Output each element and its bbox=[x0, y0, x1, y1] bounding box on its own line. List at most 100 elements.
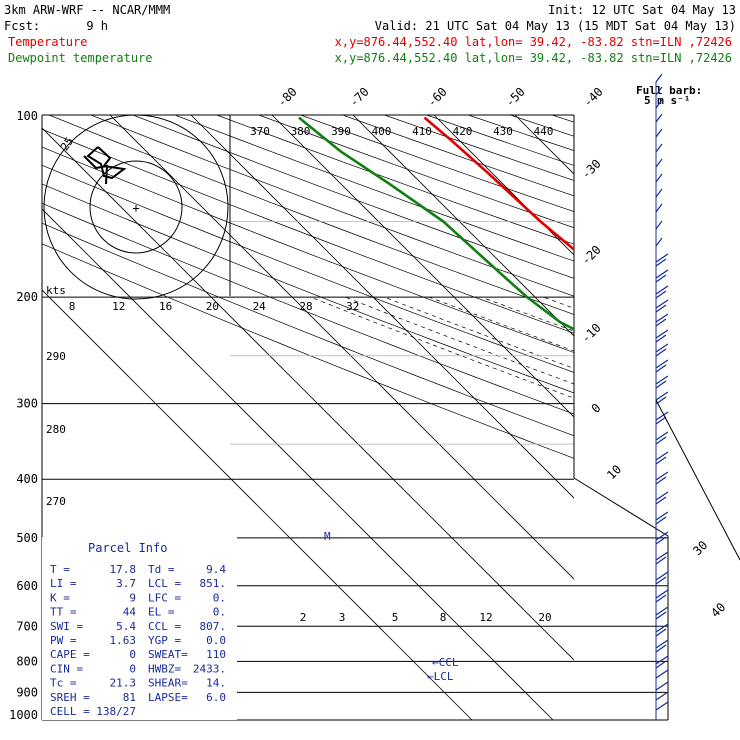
theta-label: 380 bbox=[291, 125, 311, 138]
dry-adiabat bbox=[42, 202, 574, 415]
wind-barb-flag bbox=[655, 611, 667, 620]
theta-label: 370 bbox=[250, 125, 270, 138]
parcel-field-value: 0.0 bbox=[206, 634, 226, 647]
pressure-label: 300 bbox=[16, 397, 38, 411]
parcel-field-value: 138/27 bbox=[96, 705, 136, 718]
isotherm-label: -80 bbox=[275, 85, 300, 110]
isotherm-label: -70 bbox=[347, 85, 372, 110]
wind-barb-flag bbox=[655, 516, 667, 525]
parcel-field-label: LCL = bbox=[148, 577, 181, 590]
wind-barb-flag bbox=[655, 258, 667, 267]
wind-barb-flag bbox=[655, 660, 667, 669]
wind-barb bbox=[655, 269, 669, 279]
forecast-label: Fcst: bbox=[4, 19, 40, 33]
wind-barb bbox=[655, 655, 669, 665]
dry-adiabat bbox=[510, 115, 574, 137]
valid-time: Valid: 21 UTC Sat 04 May 13 (15 MDT Sat … bbox=[375, 19, 736, 33]
parcel-field-label: CIN = bbox=[50, 662, 83, 675]
mark-annotation: M bbox=[324, 530, 331, 543]
parcel-field-label: CCL = bbox=[148, 620, 181, 633]
isotherm-line bbox=[433, 115, 574, 256]
stability-tick: 8 bbox=[69, 300, 76, 313]
pressure-label: 700 bbox=[16, 619, 38, 633]
moist-adiabat bbox=[706, 297, 740, 720]
parcel-info-title: Parcel Info bbox=[88, 541, 167, 555]
wind-barb bbox=[655, 411, 669, 421]
parcel-field-label: K = bbox=[50, 591, 70, 604]
stability-tick: 12 bbox=[112, 300, 125, 313]
parcel-field-value: 21.3 bbox=[110, 677, 137, 690]
wind-barb bbox=[655, 669, 669, 679]
parcel-field-value: 0 bbox=[129, 648, 136, 661]
parcel-field-value: 44 bbox=[123, 606, 137, 619]
wind-barb-flag bbox=[655, 274, 667, 283]
mixing-ratio-label: 5 bbox=[392, 611, 399, 624]
theta-label: 420 bbox=[453, 125, 473, 138]
stability-tick: 16 bbox=[159, 300, 172, 313]
dry-adiabat bbox=[42, 222, 574, 437]
isotherm-label: -20 bbox=[579, 243, 604, 268]
dry-adiabat bbox=[636, 115, 740, 733]
isotherm-line bbox=[42, 127, 574, 661]
dewpoint-profile bbox=[298, 116, 574, 331]
mixing-ratio-label: 8 bbox=[440, 611, 447, 624]
parcel-field-label: LI = bbox=[50, 577, 77, 590]
wind-barb bbox=[655, 681, 669, 691]
parcel-field-value: 9.4 bbox=[206, 563, 226, 576]
isotherm-line bbox=[42, 289, 473, 720]
wind-barb bbox=[655, 113, 663, 123]
ccl-annotation: ←CCL bbox=[432, 656, 459, 669]
moist-adiabat bbox=[310, 296, 574, 399]
wind-barb bbox=[655, 143, 663, 153]
wind-barb bbox=[655, 531, 669, 541]
isotherm-label: -10 bbox=[579, 321, 604, 346]
pressure-label: 200 bbox=[16, 290, 38, 304]
wind-barb-flag bbox=[655, 644, 667, 653]
pressure-label: 1000 bbox=[9, 708, 38, 722]
wind-barb bbox=[655, 491, 669, 501]
wind-barb bbox=[655, 471, 669, 481]
wind-barb-flag bbox=[655, 476, 667, 485]
parcel-field-value: 14. bbox=[206, 677, 226, 690]
wind-panel-title: Full barb: bbox=[636, 84, 702, 97]
parcel-info-panel: Parcel Info T = 17.8 Td = 9.4 LI = 3.7 LCL = 851… bbox=[42, 537, 237, 720]
wind-barb-flag bbox=[655, 290, 667, 299]
isotherm-line bbox=[109, 115, 574, 580]
parcel-field-label: T = bbox=[50, 563, 70, 576]
theta-label: 410 bbox=[412, 125, 432, 138]
hodograph: +25 bbox=[43, 114, 229, 300]
isotherm-label: -60 bbox=[425, 85, 450, 110]
wind-barb bbox=[655, 359, 669, 369]
temperature-profile bbox=[423, 116, 574, 252]
wind-barb bbox=[655, 606, 669, 616]
dry-adiabat bbox=[216, 115, 574, 245]
wind-barb bbox=[655, 285, 669, 295]
parcel-field-label: PW = bbox=[50, 634, 77, 647]
isotherm-line bbox=[42, 208, 554, 720]
parcel-field-label: TT = bbox=[50, 606, 77, 619]
wind-barb-flag bbox=[655, 318, 667, 327]
parcel-field-value: 2433. bbox=[193, 662, 226, 675]
dry-adiabat bbox=[174, 115, 574, 262]
parcel-field-label: LFC = bbox=[148, 591, 181, 604]
pressure-label: 500 bbox=[16, 531, 38, 545]
parcel-field-label: Tc = bbox=[50, 677, 77, 690]
stability-tick: 20 bbox=[206, 300, 219, 313]
wind-barb bbox=[655, 639, 669, 649]
profiles bbox=[298, 116, 574, 331]
parcel-field-label: EL = bbox=[148, 606, 175, 619]
wind-barb-flag bbox=[655, 348, 667, 357]
wind-barb bbox=[655, 188, 663, 198]
wind-barb bbox=[655, 391, 669, 401]
parcel-field-label: LAPSE= bbox=[148, 691, 188, 704]
wind-barb bbox=[655, 691, 669, 701]
dry-adiabat bbox=[42, 164, 574, 373]
wind-barb bbox=[655, 343, 669, 353]
wind-barb bbox=[655, 73, 663, 83]
wind-barb-flag bbox=[655, 364, 667, 373]
isotherm-line bbox=[352, 115, 574, 337]
parcel-field-value: 0. bbox=[213, 591, 226, 604]
wind-barb bbox=[655, 623, 669, 633]
wind-barb bbox=[655, 551, 669, 561]
